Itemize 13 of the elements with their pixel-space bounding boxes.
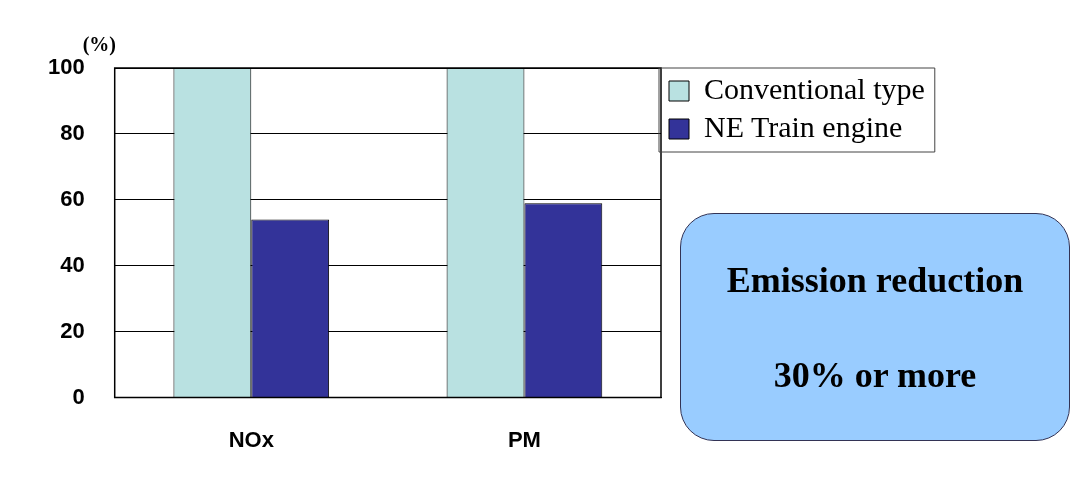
text: 30% or more bbox=[773, 353, 977, 396]
y-tick-label: 80 bbox=[60, 119, 85, 145]
x-tick-label: NOx bbox=[228, 426, 275, 452]
y-tick-label: 40 bbox=[60, 251, 85, 277]
text: Emission reduction bbox=[726, 258, 1024, 301]
y-tick-label: 20 bbox=[60, 317, 85, 343]
legend-label: Conventional type bbox=[704, 71, 925, 105]
y-tick-label: 100 bbox=[47, 54, 85, 80]
x-tick-label: PM bbox=[507, 426, 541, 452]
legend-label: NE Train engine bbox=[704, 109, 903, 143]
y-axis-title: (%) bbox=[82, 33, 117, 57]
y-tick-label: 0 bbox=[72, 383, 85, 409]
y-tick-label: 60 bbox=[60, 185, 85, 211]
